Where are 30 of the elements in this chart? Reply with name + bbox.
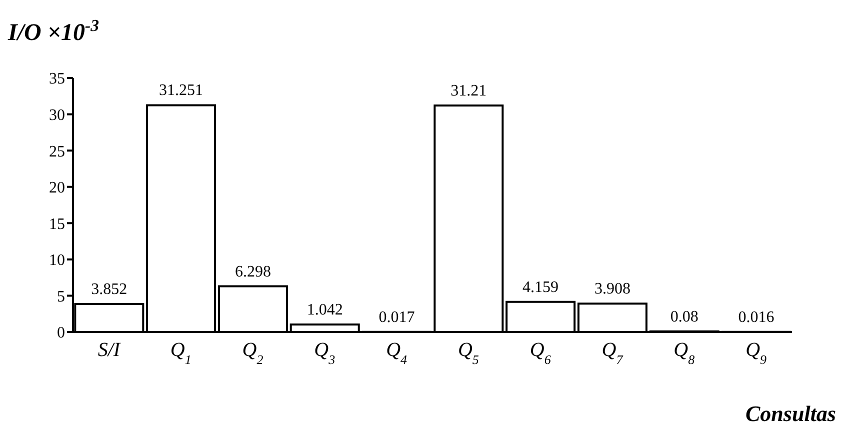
x-tick-label: Q$_{5}$ <box>458 339 480 366</box>
x-tick-label: Q$_{2}$ <box>242 339 264 366</box>
y-tick-label: 20 <box>49 180 65 197</box>
y-tick-label: 10 <box>49 252 65 270</box>
x-tick-label: Q$_{8}$ <box>674 339 696 366</box>
y-tick-label: 30 <box>49 106 65 124</box>
x-tick-label: Q$_{7}$ <box>602 339 624 366</box>
x-tick-label: Q$_{3}$ <box>314 339 336 366</box>
x-axis-title: Consultas <box>746 401 836 426</box>
data-label: 3.852 <box>91 281 128 298</box>
x-tick-label: Q$_{1}$ <box>170 339 192 366</box>
y-tick-label: 15 <box>49 216 65 233</box>
data-label: 3.908 <box>594 280 630 298</box>
data-label: 0.017 <box>378 308 415 326</box>
data-label: 0.08 <box>670 308 698 326</box>
x-tick-label: Q$_{4}$ <box>386 339 408 366</box>
data-label: 31.21 <box>450 82 487 100</box>
x-tick-label: Q$_{6}$ <box>530 339 552 366</box>
x-tick-label: S/I <box>98 339 122 361</box>
y-tick-label: 5 <box>57 288 65 306</box>
y-tick-label: 0 <box>57 324 65 342</box>
data-label: 4.159 <box>522 278 559 296</box>
data-label: 6.298 <box>234 263 271 280</box>
data-label: 31.251 <box>159 82 204 100</box>
data-label: 0.016 <box>738 308 774 326</box>
data-label: 1.042 <box>306 301 343 318</box>
y-axis-title: I/O ×10$^{-3}$ <box>7 16 99 46</box>
y-tick-label: 25 <box>49 143 65 160</box>
y-tick-label: 35 <box>49 70 65 88</box>
x-tick-label: Q$_{9}$ <box>746 339 768 366</box>
